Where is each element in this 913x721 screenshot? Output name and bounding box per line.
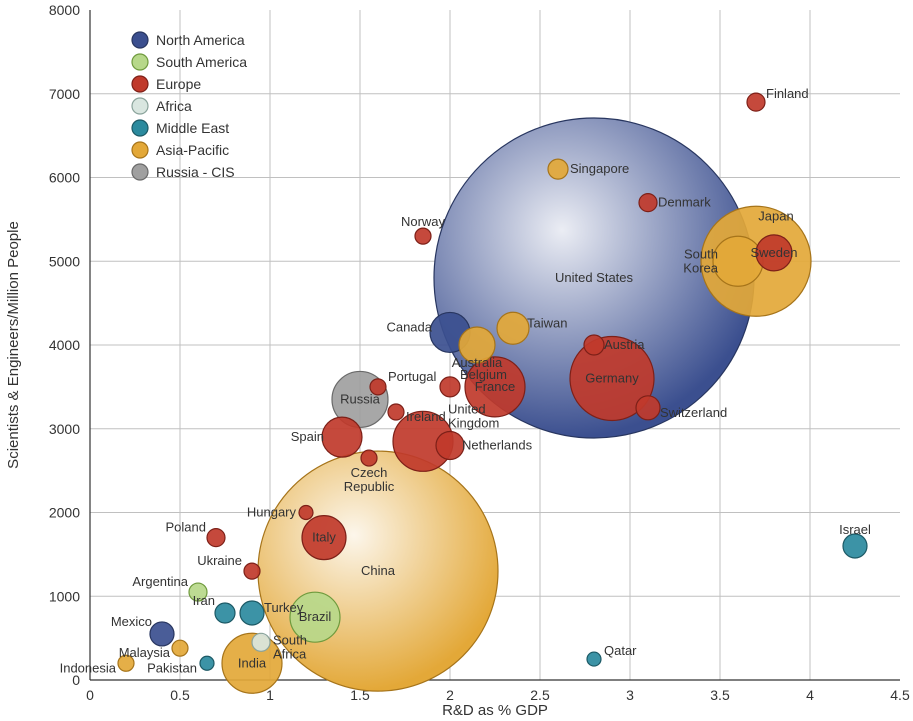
y-tick-label: 5000 bbox=[49, 253, 80, 269]
bubble-ireland bbox=[388, 404, 404, 420]
bubble-hungary bbox=[299, 506, 313, 520]
bubble-poland bbox=[207, 529, 225, 547]
x-tick-label: 3.5 bbox=[710, 687, 730, 703]
bubble-spain bbox=[322, 417, 362, 457]
x-axis-label: R&D as % GDP bbox=[442, 702, 548, 719]
y-tick-label: 4000 bbox=[49, 337, 80, 353]
x-tick-label: 4 bbox=[806, 687, 814, 703]
y-axis-label: Scientists & Engineers/Million People bbox=[5, 221, 22, 469]
bubble-pakistan bbox=[200, 656, 214, 670]
bubble-iran bbox=[215, 603, 235, 623]
y-tick-label: 7000 bbox=[49, 86, 80, 102]
bubble-finland bbox=[747, 93, 765, 111]
bubble-sweden bbox=[756, 235, 792, 271]
legend-label-asia_pacific: Asia-Pacific bbox=[156, 142, 229, 158]
bubble-belgium bbox=[440, 377, 460, 397]
y-tick-label: 0 bbox=[72, 672, 80, 688]
bubble-chart: 00.511.522.533.544.501000200030004000500… bbox=[0, 0, 913, 721]
bubble-singapore bbox=[548, 159, 568, 179]
bubble-qatar bbox=[587, 652, 601, 666]
bubble-czech-republic bbox=[361, 450, 377, 466]
x-tick-label: 0 bbox=[86, 687, 94, 703]
legend-marker-south_america bbox=[132, 54, 148, 70]
bubble-malaysia bbox=[172, 640, 188, 656]
bubble-taiwan bbox=[497, 312, 529, 344]
bubble-indonesia bbox=[118, 655, 134, 671]
x-tick-label: 3 bbox=[626, 687, 634, 703]
legend-marker-north_america bbox=[132, 32, 148, 48]
bubble-austria bbox=[584, 335, 604, 355]
bubble-turkey bbox=[240, 601, 264, 625]
legend-marker-europe bbox=[132, 76, 148, 92]
y-tick-label: 6000 bbox=[49, 170, 80, 186]
y-tick-label: 8000 bbox=[49, 2, 80, 18]
bubble-netherlands bbox=[436, 432, 464, 460]
bubble-france bbox=[465, 357, 525, 417]
legend-marker-russia_cis bbox=[132, 164, 148, 180]
y-tick-label: 2000 bbox=[49, 505, 80, 521]
y-tick-label: 3000 bbox=[49, 421, 80, 437]
bubble-italy bbox=[302, 516, 346, 560]
legend-label-south_america: South America bbox=[156, 54, 247, 70]
y-tick-label: 1000 bbox=[49, 588, 80, 604]
legend-marker-asia_pacific bbox=[132, 142, 148, 158]
legend-label-middle_east: Middle East bbox=[156, 120, 229, 136]
bubble-switzerland bbox=[636, 396, 660, 420]
bubble-china bbox=[258, 451, 498, 691]
bubble-norway bbox=[415, 228, 431, 244]
legend-marker-middle_east bbox=[132, 120, 148, 136]
legend-label-russia_cis: Russia - CIS bbox=[156, 164, 235, 180]
bubble-israel bbox=[843, 534, 867, 558]
legend-label-europe: Europe bbox=[156, 76, 201, 92]
legend-label-north_america: North America bbox=[156, 32, 245, 48]
bubble-south-africa bbox=[252, 633, 270, 651]
legend-marker-africa bbox=[132, 98, 148, 114]
x-tick-label: 2 bbox=[446, 687, 454, 703]
x-tick-label: 0.5 bbox=[170, 687, 190, 703]
bubble-argentina bbox=[189, 583, 207, 601]
bubble-south-korea bbox=[713, 236, 763, 286]
bubble-australia bbox=[459, 327, 495, 363]
x-tick-label: 2.5 bbox=[530, 687, 550, 703]
bubble-denmark bbox=[639, 194, 657, 212]
x-tick-label: 4.5 bbox=[890, 687, 910, 703]
bubble-brazil bbox=[290, 592, 340, 642]
legend-label-africa: Africa bbox=[156, 98, 192, 114]
bubble-mexico bbox=[150, 622, 174, 646]
bubble-portugal bbox=[370, 379, 386, 395]
bubble-ukraine bbox=[244, 563, 260, 579]
